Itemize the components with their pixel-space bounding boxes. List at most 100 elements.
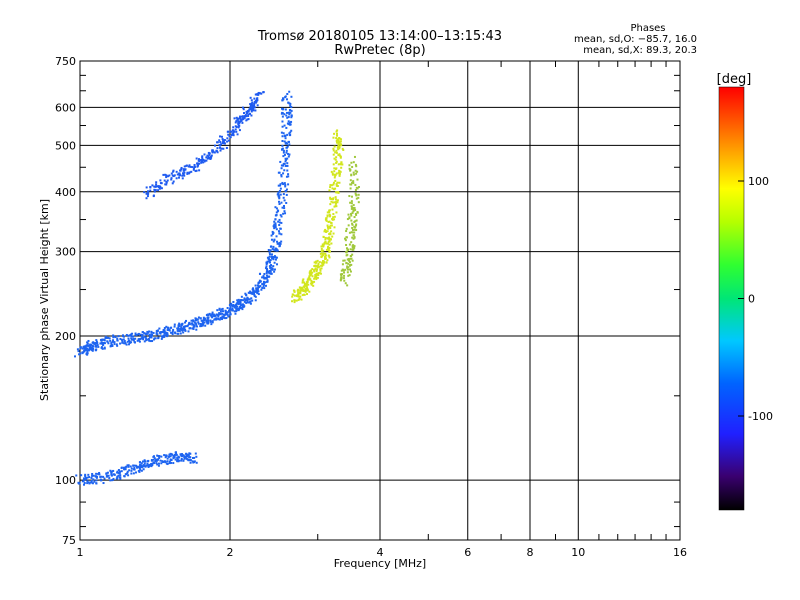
data-point: [169, 458, 172, 461]
data-point: [245, 301, 248, 304]
data-point: [93, 480, 96, 483]
data-point: [162, 330, 165, 333]
data-point: [297, 293, 300, 296]
data-point: [323, 230, 326, 233]
data-point: [265, 271, 268, 274]
data-point: [251, 101, 254, 104]
data-point: [117, 474, 120, 477]
data-point: [123, 342, 126, 345]
data-point: [285, 151, 288, 154]
data-point: [284, 137, 287, 140]
data-point: [331, 172, 334, 175]
data-point: [254, 101, 257, 104]
data-point: [247, 114, 250, 117]
data-point: [284, 160, 287, 163]
data-point: [217, 317, 220, 320]
data-point: [305, 285, 308, 288]
data-point: [210, 154, 213, 157]
data-point: [188, 327, 191, 330]
data-point: [151, 463, 154, 466]
data-point: [215, 317, 218, 320]
x-tick-label: 2: [227, 546, 234, 559]
data-point: [333, 188, 336, 191]
data-point: [257, 91, 260, 94]
x-tick-label: 8: [527, 546, 534, 559]
data-point: [160, 462, 163, 465]
data-point: [218, 307, 221, 310]
data-point: [246, 298, 249, 301]
data-point: [265, 263, 268, 266]
data-point: [86, 476, 89, 479]
data-point: [331, 201, 334, 204]
y-tick-label: 100: [55, 474, 76, 487]
data-point: [290, 114, 293, 117]
data-point: [222, 147, 225, 150]
data-point: [212, 150, 215, 153]
data-point: [177, 329, 180, 332]
data-point: [168, 174, 171, 177]
data-point: [279, 184, 282, 187]
stats-o-line: mean, sd,O: −85.7, 16.0: [574, 34, 697, 45]
data-point: [234, 121, 237, 124]
data-point: [280, 233, 283, 236]
data-point: [191, 460, 194, 463]
data-point: [189, 165, 192, 168]
data-point: [195, 169, 198, 172]
data-point: [182, 328, 185, 331]
data-point: [146, 462, 149, 465]
data-point: [236, 301, 239, 304]
data-point: [163, 454, 166, 457]
data-point: [184, 328, 187, 331]
data-point: [324, 229, 327, 232]
data-point: [347, 248, 350, 251]
data-point: [268, 265, 271, 268]
data-point: [134, 337, 137, 340]
data-point: [321, 254, 324, 257]
data-point: [304, 290, 307, 293]
data-point: [103, 342, 106, 345]
data-point: [310, 269, 313, 272]
data-point: [148, 339, 151, 342]
data-point: [254, 295, 257, 298]
data-point: [277, 242, 280, 245]
data-point: [153, 462, 156, 465]
data-point: [182, 459, 185, 462]
data-point: [273, 268, 276, 271]
data-point: [100, 346, 103, 349]
data-point: [214, 314, 217, 317]
data-point: [207, 157, 210, 160]
data-point: [113, 343, 116, 346]
data-point: [289, 104, 292, 107]
data-point: [301, 289, 304, 292]
data-point: [340, 163, 343, 166]
data-point: [355, 197, 358, 200]
data-point: [153, 190, 156, 193]
data-point: [265, 277, 268, 280]
data-point: [304, 289, 307, 292]
data-point: [245, 294, 248, 297]
data-point: [264, 281, 267, 284]
data-point: [189, 452, 192, 455]
data-point: [334, 198, 337, 201]
data-point: [216, 309, 219, 312]
data-point: [192, 167, 195, 170]
data-point: [225, 317, 228, 320]
data-point: [350, 257, 353, 260]
data-point: [335, 160, 338, 163]
data-point: [127, 464, 130, 467]
data-point: [315, 275, 318, 278]
data-point: [242, 108, 245, 111]
data-point: [96, 344, 99, 347]
data-point: [139, 338, 142, 341]
data-point: [145, 186, 148, 189]
data-point: [155, 181, 158, 184]
data-point: [297, 291, 300, 294]
data-point: [355, 223, 358, 226]
data-point: [274, 256, 277, 259]
data-point: [152, 455, 155, 458]
data-point: [154, 460, 157, 463]
data-point: [163, 327, 166, 330]
data-point: [148, 330, 151, 333]
data-point: [105, 474, 108, 477]
data-point: [344, 239, 347, 242]
